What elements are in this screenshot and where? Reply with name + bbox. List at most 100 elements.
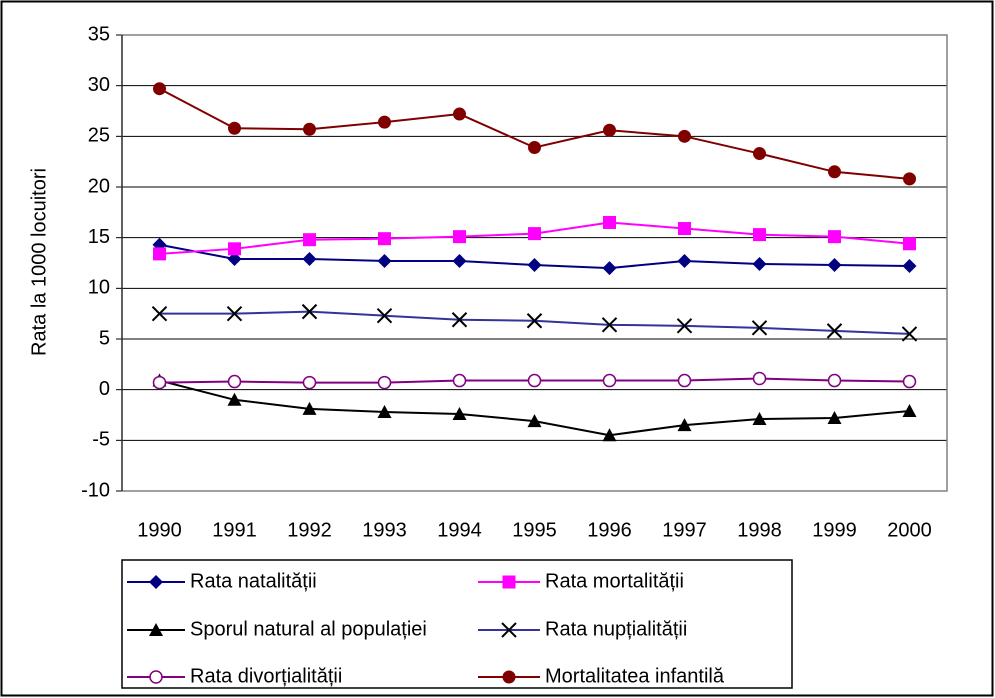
- data-point: [603, 123, 616, 137]
- legend-label: Rata divorțialității: [190, 665, 342, 687]
- data-point: [677, 373, 692, 388]
- data-point: [902, 374, 917, 389]
- legend-marker: [149, 670, 163, 684]
- y-axis-title: Rata la 1000 locuitori: [28, 168, 50, 356]
- x-tick-label: 1992: [287, 519, 332, 541]
- data-point: [903, 172, 916, 186]
- data-point: [528, 227, 541, 241]
- data-point: [378, 115, 391, 129]
- data-point: [751, 320, 768, 336]
- data-point: [828, 230, 841, 244]
- legend-marker: [501, 622, 517, 638]
- data-point: [452, 373, 467, 388]
- data-point: [678, 129, 691, 143]
- data-point: [903, 237, 916, 251]
- data-point: [377, 253, 392, 268]
- x-tick-label: 1994: [437, 519, 482, 541]
- data-point: [227, 392, 242, 406]
- legend-label: Rata natalității: [190, 570, 317, 592]
- legend-marker: [502, 575, 516, 589]
- data-point: [527, 414, 542, 428]
- y-tick-label: 30: [88, 74, 110, 96]
- x-tick-label: 1999: [812, 519, 857, 541]
- legend-label: Sporul natural al populației: [190, 618, 427, 640]
- data-point: [601, 317, 618, 333]
- data-point: [677, 253, 692, 268]
- data-point: [528, 140, 541, 154]
- data-point: [527, 373, 542, 388]
- data-point: [151, 305, 168, 322]
- data-point: [752, 257, 767, 272]
- data-point: [228, 242, 241, 256]
- data-point: [902, 403, 917, 417]
- x-tick-label: 1990: [137, 519, 182, 541]
- data-point: [753, 228, 766, 242]
- data-point: [827, 373, 842, 388]
- data-point: [676, 318, 693, 334]
- data-point: [452, 253, 467, 268]
- x-tick-label: 1997: [662, 519, 707, 541]
- data-point: [377, 404, 392, 418]
- data-point: [753, 147, 766, 161]
- y-tick-label: 10: [88, 277, 110, 299]
- data-point: [901, 326, 918, 342]
- data-point: [826, 323, 843, 339]
- data-point: [602, 373, 617, 388]
- y-tick-label: 25: [88, 125, 110, 147]
- data-point: [302, 401, 317, 415]
- x-tick-label: 1991: [212, 519, 257, 541]
- y-tick-label: 5: [99, 327, 110, 349]
- data-point: [153, 247, 166, 261]
- data-point: [752, 412, 767, 426]
- x-tick-label: 1996: [587, 519, 632, 541]
- data-point: [303, 122, 316, 136]
- data-point: [602, 261, 617, 276]
- data-point: [152, 375, 167, 390]
- data-point: [453, 230, 466, 244]
- data-point: [227, 374, 242, 389]
- data-point: [377, 375, 392, 390]
- data-point: [677, 418, 692, 432]
- y-tick-label: -10: [81, 479, 110, 501]
- y-tick-label: 0: [99, 378, 110, 400]
- data-point: [302, 375, 317, 390]
- data-point: [301, 303, 318, 320]
- legend-label: Rata nupțialității: [545, 618, 687, 640]
- y-tick-label: -5: [92, 429, 110, 451]
- legend-label: Rata mortalității: [545, 570, 684, 592]
- data-point: [902, 259, 917, 274]
- y-tick-label: 20: [88, 175, 110, 197]
- data-point: [527, 258, 542, 273]
- data-point: [227, 251, 242, 266]
- y-tick-label: 35: [88, 23, 110, 45]
- data-point: [153, 82, 166, 96]
- legend-marker: [502, 670, 516, 684]
- data-point: [302, 251, 317, 266]
- x-tick-label: 1993: [362, 519, 407, 541]
- y-tick-label: 15: [88, 226, 110, 248]
- data-point: [303, 233, 316, 247]
- data-point: [452, 406, 467, 420]
- x-tick-label: 2000: [887, 519, 932, 541]
- data-point: [378, 232, 391, 246]
- legend-label: Mortalitatea infantilă: [545, 665, 725, 687]
- data-point: [603, 215, 616, 229]
- data-point: [451, 312, 468, 328]
- legend-box: [121, 559, 793, 689]
- data-point: [827, 411, 842, 425]
- data-point: [602, 428, 617, 442]
- data-point: [678, 222, 691, 236]
- legend-marker: [149, 623, 163, 636]
- data-point: [376, 307, 393, 324]
- x-tick-label: 1995: [512, 519, 557, 541]
- data-point: [752, 371, 767, 386]
- data-point: [827, 258, 842, 273]
- legend-marker: [149, 575, 163, 589]
- data-point: [828, 165, 841, 179]
- data-point: [226, 305, 243, 322]
- data-point: [526, 313, 543, 329]
- x-tick-label: 1998: [737, 519, 782, 541]
- data-point: [453, 107, 466, 121]
- data-point: [228, 121, 241, 135]
